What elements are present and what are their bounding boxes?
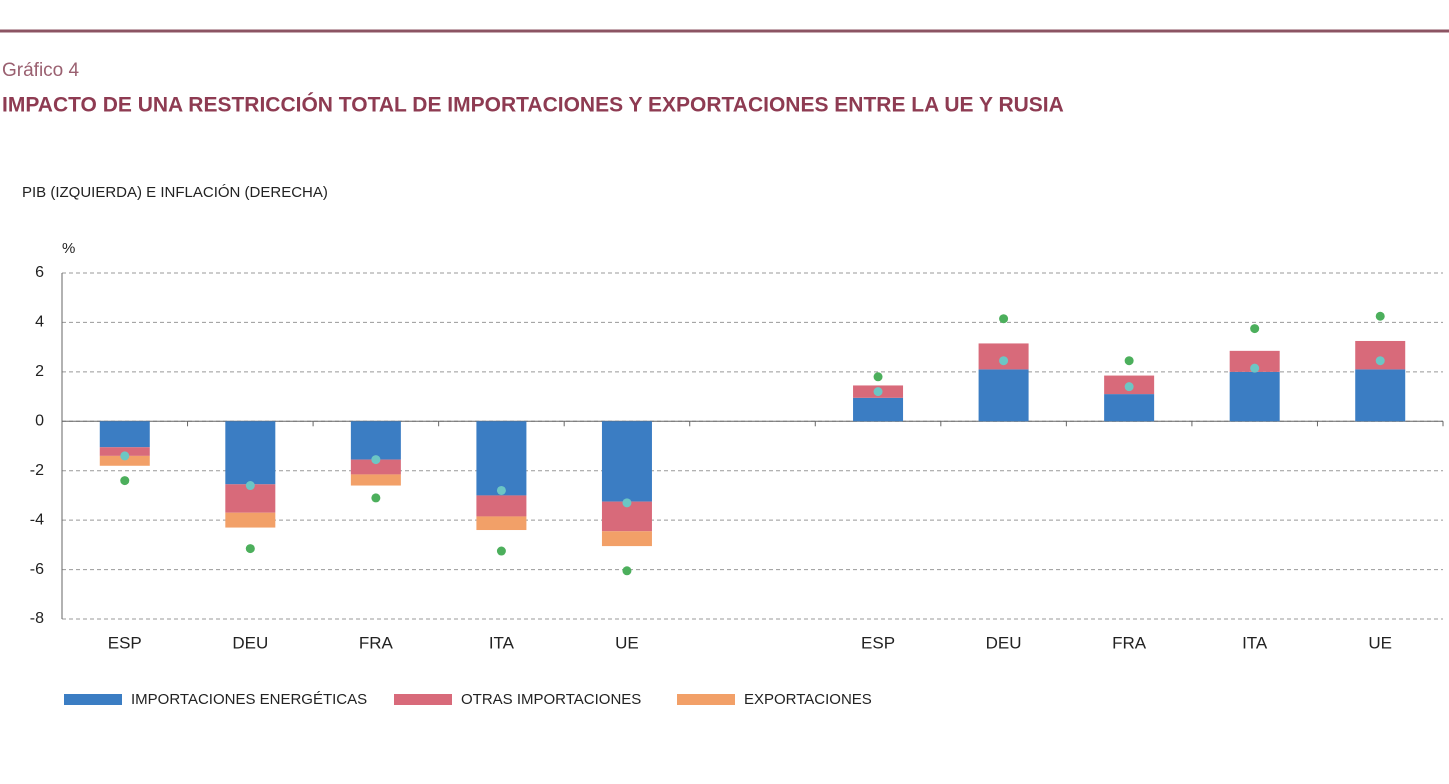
bar-segment: [601, 531, 652, 547]
point: [371, 493, 381, 503]
bar-segment: [476, 516, 527, 531]
legend-label: EXPORTACIONES: [744, 691, 872, 708]
point: [120, 476, 130, 486]
x-tick-label: FRA: [359, 633, 394, 652]
point: [622, 566, 632, 576]
point: [245, 544, 255, 554]
bar-segment: [476, 421, 527, 496]
bar-segment: [225, 421, 276, 485]
y-tick-label: -2: [30, 462, 44, 479]
x-tick-label: DEU: [232, 633, 268, 652]
point: [496, 546, 506, 556]
point: [1250, 363, 1260, 373]
bar-segment: [350, 421, 401, 460]
chart-title: IMPACTO DE UNA RESTRICCIÓN TOTAL DE IMPO…: [2, 93, 1064, 117]
x-tick-label: FRA: [1112, 633, 1147, 652]
point: [873, 372, 883, 382]
legend-label: IMPORTACIONES ENERGÉTICAS: [131, 691, 367, 708]
y-tick-label: 6: [35, 264, 44, 281]
y-tick-label: 4: [35, 314, 44, 331]
bar-segment: [350, 459, 401, 475]
point: [1124, 382, 1134, 392]
x-tick-label: DEU: [986, 633, 1022, 652]
bar-segment: [1355, 369, 1406, 422]
bar-segment: [99, 455, 150, 466]
y-tick-label: -8: [30, 610, 44, 627]
x-tick-label: UE: [615, 633, 639, 652]
x-tick-label: ESP: [108, 633, 142, 652]
y-tick-label: 2: [35, 363, 44, 380]
point: [496, 485, 506, 495]
point: [245, 481, 255, 491]
bar-segment: [225, 512, 276, 528]
legend-label: OTRAS IMPORTACIONES: [461, 691, 641, 708]
x-tick-label: ITA: [1242, 633, 1268, 652]
bar-segment: [978, 369, 1029, 422]
point: [120, 451, 130, 461]
x-tick-label: UE: [1368, 633, 1392, 652]
point: [873, 387, 883, 397]
y-tick-label: 0: [35, 413, 44, 430]
point: [999, 356, 1009, 366]
point: [1375, 356, 1385, 366]
x-tick-label: ITA: [489, 633, 515, 652]
bar-segment: [1229, 371, 1280, 422]
point: [1124, 356, 1134, 366]
point: [622, 498, 632, 508]
legend-swatch: [64, 694, 122, 705]
x-tick-label: ESP: [861, 633, 895, 652]
bar-segment: [601, 421, 652, 502]
y-tick-label: -4: [30, 511, 44, 528]
point: [1250, 324, 1260, 334]
bar-segment: [99, 421, 150, 448]
bar-segment: [1104, 394, 1155, 422]
legend-swatch: [677, 694, 735, 705]
point: [371, 455, 381, 465]
chart-subtitle: PIB (IZQUIERDA) E INFLACIÓN (DERECHA): [22, 184, 328, 201]
chart-label: Gráfico 4: [2, 60, 80, 81]
bar-segment: [476, 495, 527, 517]
point: [999, 314, 1009, 324]
legend-swatch: [394, 694, 452, 705]
bar-segment: [853, 397, 904, 422]
point: [1375, 311, 1385, 321]
bar-segment: [1229, 350, 1280, 372]
y-tick-label: -6: [30, 561, 44, 578]
y-unit-label: %: [62, 240, 75, 257]
bar-segment: [350, 474, 401, 486]
